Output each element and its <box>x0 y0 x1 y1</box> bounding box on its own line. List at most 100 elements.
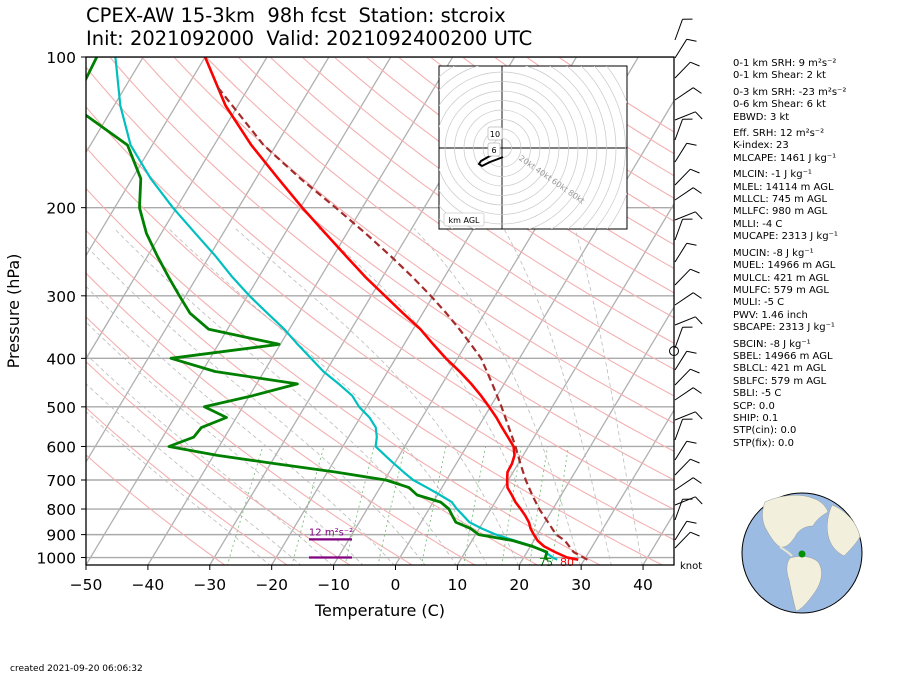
x-tick-label: 20 <box>509 576 529 594</box>
wind-barb <box>674 351 688 371</box>
indices-panel: 0-1 km SRH: 9 m²s⁻² 0-1 km Shear: 2 kt 0-3… <box>733 58 846 450</box>
x-tick-label: −30 <box>193 576 226 594</box>
isotherm <box>394 99 674 565</box>
isotherm <box>86 57 206 257</box>
hodograph-ring <box>566 66 607 229</box>
wind-barb-flag <box>686 520 697 524</box>
hodograph-ring <box>463 109 541 187</box>
x-axis-label: Temperature (C) <box>314 601 445 620</box>
wind-barb-flag <box>686 242 697 246</box>
index-line: EBWD: 3 kt <box>733 111 790 123</box>
index-line: SCP: 0.0 <box>733 400 775 412</box>
wind-barb <box>674 87 694 101</box>
wind-barb <box>674 477 694 491</box>
isotherm <box>580 408 674 565</box>
mixing-ratio-line <box>377 446 406 565</box>
hodograph-ring <box>439 71 579 225</box>
wind-barb-flag <box>686 142 697 146</box>
hodograph-ring <box>473 119 531 177</box>
dry-adiabat <box>86 229 539 565</box>
dry-adiabat <box>109 57 674 481</box>
mixing-ratio-line <box>421 446 447 565</box>
hodograph-ring <box>439 66 588 229</box>
index-line: MULFC: 579 m AGL <box>733 284 829 296</box>
globe-map <box>741 492 863 614</box>
moist-adiabat <box>86 321 364 565</box>
wind-barb <box>674 268 691 286</box>
isotherm <box>518 305 674 565</box>
y-axis-label: Pressure (hPa) <box>4 254 23 369</box>
dry-adiabat <box>333 57 674 294</box>
dry-adiabat <box>86 66 674 511</box>
dry-adiabat <box>86 146 664 565</box>
wind-barb <box>674 499 683 521</box>
mixing-ratio-line <box>291 446 325 565</box>
wind-barb-flag <box>690 168 700 174</box>
index-line: 0-1 km SRH: 9 m²s⁻² <box>733 58 837 69</box>
moist-adiabat <box>503 228 612 565</box>
mixing-ratio-line <box>529 446 549 565</box>
index-line: SHIP: 0.1 <box>733 412 779 424</box>
y-tick-label: 200 <box>46 200 76 218</box>
series-temperature <box>203 57 579 561</box>
index-line: SBCAPE: 2313 J kg⁻¹ <box>733 322 835 334</box>
index-line: SBLI: -5 C <box>733 388 782 400</box>
wind-barb <box>674 327 683 349</box>
y-tick-label: 600 <box>46 438 76 456</box>
index-line: STP(fix): 0.0 <box>733 437 794 449</box>
index-line: SBCIN: -8 J kg⁻¹ <box>733 338 811 350</box>
wind-barb-flag <box>695 316 703 325</box>
index-line: SBEL: 14966 m AGL <box>733 350 833 362</box>
wind-barb <box>674 219 683 241</box>
index-line: Eff. SRH: 12 m²s⁻² <box>733 128 825 140</box>
wind-unit-label: knot <box>680 561 702 572</box>
moist-adiabat <box>86 285 395 565</box>
hodograph-level-label-10: 10 <box>490 130 500 139</box>
wind-barb-flag <box>695 211 703 220</box>
srh-bar-label: 12 m²s⁻² <box>309 527 353 538</box>
wind-barb-flag <box>686 440 697 444</box>
index-line: MLLCL: 745 m AGL <box>733 194 828 206</box>
wind-barb-flag <box>692 292 702 299</box>
dry-adiabat <box>301 57 674 319</box>
wind-barb <box>674 19 683 41</box>
dry-adiabat <box>86 406 289 565</box>
index-line: K-index: 23 <box>733 140 789 152</box>
title-line-1: CPEX-AW 15-3km 98h fcst Station: stcroix <box>86 4 506 27</box>
hodograph-ring <box>439 81 569 215</box>
wind-barb <box>674 411 696 421</box>
series-parcel <box>216 86 588 561</box>
wind-barb <box>674 211 696 221</box>
plot-frame <box>85 56 675 566</box>
moist-adiabat <box>413 228 581 565</box>
wind-barb <box>674 111 696 121</box>
dry-adiabat <box>269 57 674 344</box>
hodograph-ring <box>580 66 617 229</box>
wind-barb-flag <box>690 458 700 464</box>
index-line: MUEL: 14966 m AGL <box>733 260 836 272</box>
moist-adiabat <box>86 353 333 565</box>
y-tick-label: 300 <box>46 288 76 306</box>
x-tick-label: 40 <box>633 576 653 594</box>
wind-barb-flag <box>690 531 700 537</box>
index-line: MLLFC: 980 m AGL <box>733 206 828 218</box>
wind-barb <box>674 387 694 401</box>
moist-adiabat <box>235 228 519 565</box>
isotherm <box>147 57 454 565</box>
y-tick-label: 400 <box>46 350 76 368</box>
wind-barb <box>674 168 691 186</box>
wind-barb <box>674 496 696 506</box>
wind-barb <box>674 441 688 461</box>
wind-barb-flag <box>686 350 697 354</box>
dry-adiabat <box>205 57 674 397</box>
surface-dewpoint-label: 75 <box>539 556 553 569</box>
surface-temperature-label: 80 <box>560 556 574 569</box>
mixing-ratio-line <box>501 446 522 565</box>
index-line: MUCAPE: 2313 J kg⁻¹ <box>733 231 838 243</box>
wind-barb <box>674 458 691 476</box>
index-line: MLLI: -4 C <box>733 218 783 230</box>
station-marker <box>798 550 806 558</box>
created-timestamp: created 2021-09-20 06:06:32 <box>10 664 143 674</box>
chart-title: CPEX-AW 15-3km 98h fcst Station: stcroix… <box>86 4 532 50</box>
